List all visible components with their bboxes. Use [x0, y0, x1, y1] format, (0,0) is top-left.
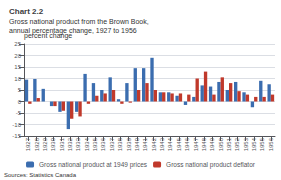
svg-text:-10: -10: [12, 122, 21, 128]
svg-text:Gross national product deflato: Gross national product deflator: [166, 161, 256, 169]
svg-text:1929: 1929: [42, 137, 48, 151]
svg-text:1956: 1956: [268, 137, 274, 151]
svg-text:25: 25: [14, 41, 21, 47]
svg-text:1946: 1946: [184, 137, 190, 151]
svg-text:Chart 2.2: Chart 2.2: [9, 7, 44, 16]
svg-text:1943: 1943: [159, 137, 165, 151]
svg-text:1950: 1950: [218, 137, 224, 151]
svg-text:1939: 1939: [126, 137, 132, 151]
svg-text:1934: 1934: [84, 137, 90, 151]
svg-text:1928: 1928: [34, 137, 40, 151]
svg-text:1930: 1930: [50, 137, 56, 151]
svg-text:Gross national product from th: Gross national product from the Brown Bo…: [9, 18, 149, 26]
svg-text:20: 20: [14, 53, 21, 59]
svg-text:1955: 1955: [259, 137, 265, 151]
svg-text:Sources: Statistics Canada: Sources: Statistics Canada: [4, 172, 77, 178]
svg-text:1927: 1927: [25, 137, 31, 151]
svg-text:Gross national product at 1949: Gross national product at 1949 prices: [39, 161, 148, 169]
svg-text:percent change: percent change: [24, 32, 73, 39]
svg-text:1942: 1942: [151, 137, 157, 151]
svg-text:1941: 1941: [142, 137, 148, 151]
svg-text:1937: 1937: [109, 137, 115, 151]
svg-text:1936: 1936: [100, 137, 106, 151]
svg-text:-5: -5: [16, 110, 22, 116]
svg-text:1952: 1952: [234, 137, 240, 151]
svg-text:1951: 1951: [226, 137, 232, 151]
svg-text:1948: 1948: [201, 137, 207, 151]
svg-text:1931: 1931: [59, 137, 65, 151]
svg-text:1953: 1953: [243, 137, 249, 151]
svg-text:1935: 1935: [92, 137, 98, 151]
svg-text:0: 0: [18, 99, 22, 105]
svg-text:1933: 1933: [75, 137, 81, 151]
svg-text:5: 5: [18, 87, 22, 93]
svg-text:10: 10: [14, 76, 21, 82]
svg-text:annual percentage change, 1927: annual percentage change, 1927 to 1956: [9, 27, 137, 35]
svg-text:1944: 1944: [167, 137, 173, 151]
svg-text:1947: 1947: [193, 137, 199, 151]
svg-text:15: 15: [14, 64, 21, 70]
svg-text:1949: 1949: [209, 137, 215, 151]
svg-text:1945: 1945: [176, 137, 182, 151]
svg-text:1954: 1954: [251, 137, 257, 151]
svg-text:1940: 1940: [134, 137, 140, 151]
svg-text:1938: 1938: [117, 137, 123, 151]
svg-text:-15: -15: [12, 133, 21, 139]
svg-text:1932: 1932: [67, 137, 73, 151]
